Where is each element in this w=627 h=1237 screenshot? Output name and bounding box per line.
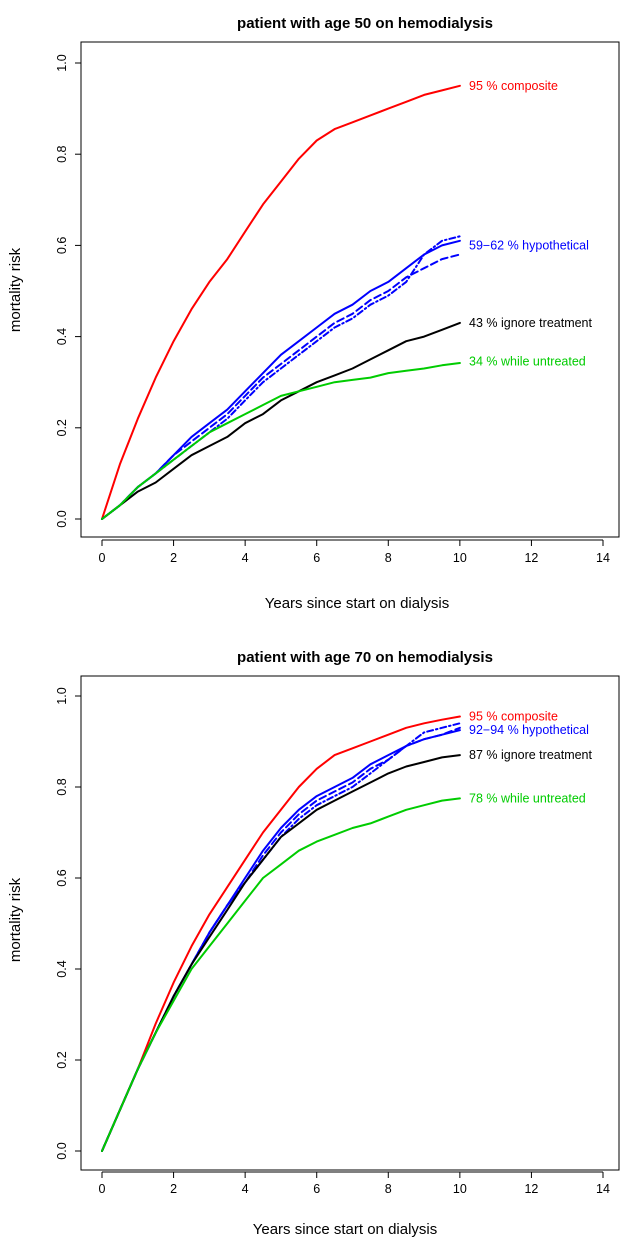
x-tick-label: 12 [524,551,538,565]
x-tick-label: 10 [453,551,467,565]
y-tick-label: 0.6 [55,237,69,254]
x-tick-label: 8 [385,551,392,565]
y-tick-label: 1.0 [55,687,69,704]
series-lines [101,84,461,520]
y-tick-label: 0.8 [55,145,69,162]
y-axis-ticks: 0.0 0.2 0.4 0.6 0.8 1.0 [55,54,82,528]
x-tick-label: 12 [524,1182,538,1196]
curve-annotation: 34 % while untreated [469,355,586,369]
x-tick-label: 8 [385,1182,392,1196]
x-tick-label: 6 [313,551,320,565]
curve-annotation: 59−62 % hypothetical [469,238,589,252]
x-tick-label: 4 [242,551,249,565]
x-tick-label: 10 [453,1182,467,1196]
series-line-while-untreated-solid [101,797,461,1152]
x-axis-label: Years since start on dialysis [265,595,450,612]
series-line-hypothetical-dashed [101,253,461,520]
series-line-composite-solid [101,715,461,1152]
x-tick-label: 14 [596,1182,610,1196]
series-line-hypothetical-dashed [101,726,461,1152]
curve-annotation: 43 % ignore treatment [469,316,593,330]
y-tick-label: 1.0 [55,54,69,71]
chart-title: patient with age 70 on hemodialysis [237,649,493,666]
y-axis-ticks: 0.0 0.2 0.4 0.6 0.8 1.0 [55,687,82,1160]
x-tick-label: 0 [99,551,106,565]
chart-title: patient with age 50 on hemodialysis [237,15,493,32]
y-tick-label: 0.0 [55,1142,69,1159]
x-tick-label: 14 [596,551,610,565]
x-axis-ticks: 0 2 4 6 8 10 12 14 [99,539,610,565]
chart-panel-age-50: patient with age 50 on hemodialysis Year… [7,15,620,612]
x-tick-label: 2 [170,551,177,565]
y-tick-label: 0.2 [55,1051,69,1068]
x-tick-label: 2 [170,1182,177,1196]
series-line-composite-solid [101,84,461,520]
y-tick-label: 0.4 [55,960,69,977]
series-lines [101,715,461,1152]
curve-annotations: 95 % composite 59−62 % hypothetical 43 % i… [469,79,593,369]
chart-panel-age-70: patient with age 70 on hemodialysis Year… [7,649,620,1237]
x-axis-label: Years since start on dialysis [253,1221,438,1237]
y-tick-label: 0.0 [55,510,69,527]
curve-annotation: 95 % composite [469,709,558,723]
x-axis-ticks: 0 2 4 6 8 10 12 14 [99,1171,610,1196]
x-tick-label: 0 [99,1182,106,1196]
series-line-while-untreated-solid [101,362,461,520]
y-tick-label: 0.8 [55,778,69,795]
y-tick-label: 0.4 [55,328,69,345]
series-line-hypothetical-solid [101,729,461,1152]
series-line-hypothetical-dotdash [101,722,461,1152]
curve-annotation: 78 % while untreated [469,791,586,805]
y-axis-label: mortality risk [7,877,24,962]
curve-annotation: 87 % ignore treatment [469,748,593,762]
curve-annotation: 95 % composite [469,79,558,93]
y-tick-label: 0.6 [55,869,69,886]
x-tick-label: 6 [313,1182,320,1196]
y-tick-label: 0.2 [55,419,69,436]
plot-frame [80,41,620,538]
series-line-ignore-treatment-solid [101,321,461,520]
x-tick-label: 4 [242,1182,249,1196]
y-axis-label: mortality risk [7,247,24,332]
series-line-ignore-treatment-solid [101,754,461,1152]
curve-annotation: 92−94 % hypothetical [469,723,589,737]
